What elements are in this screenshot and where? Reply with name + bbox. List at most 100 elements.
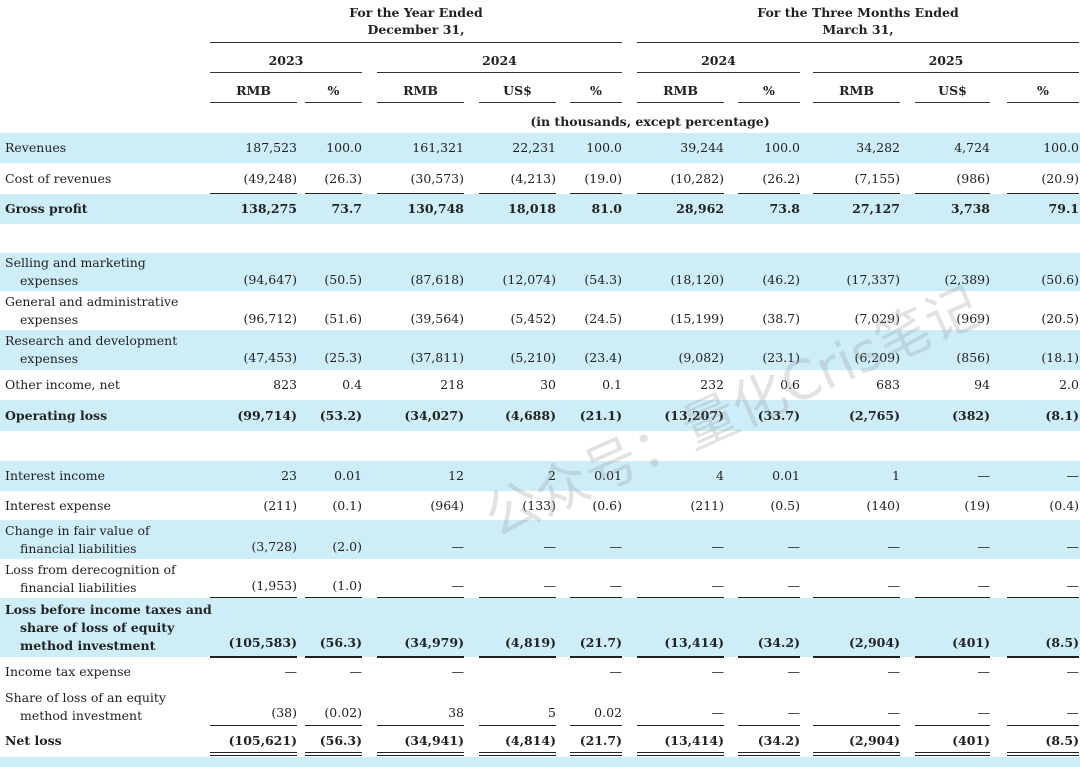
column-header: %: [327, 83, 340, 98]
value-cell: (1.0): [332, 578, 362, 593]
value-cell: —: [787, 664, 801, 679]
value-cell: 73.8: [769, 201, 800, 216]
value-underline: [305, 597, 362, 598]
value-cell: 3,738: [950, 201, 990, 216]
year-header: 2024: [482, 53, 517, 68]
value-underline: [479, 755, 556, 756]
value-cell: —: [609, 539, 623, 554]
value-cell: (37,811): [410, 350, 465, 365]
value-cell: (25.3): [324, 350, 362, 365]
value-cell: (26.2): [762, 170, 800, 186]
year-rule: [637, 72, 800, 73]
row-label: Loss before income taxes and share of los…: [5, 601, 212, 653]
value-cell: 23: [281, 468, 297, 483]
value-underline: [479, 597, 556, 598]
value-cell: (30,573): [410, 170, 465, 186]
value-underline: [570, 656, 622, 657]
value-cell: (34.2): [757, 733, 800, 748]
value-cell: 0.01: [594, 468, 622, 483]
value-cell: —: [787, 539, 801, 554]
value-cell: (23.1): [762, 350, 800, 365]
value-cell: 81.0: [591, 201, 622, 216]
row-label: Interest expense: [5, 497, 111, 513]
value-cell: (38.7): [762, 311, 800, 326]
value-underline: [210, 597, 297, 598]
column-rule: [813, 102, 900, 103]
value-cell: 130,748: [407, 201, 464, 216]
value-cell: 0.01: [772, 468, 800, 483]
value-cell: (8.1): [1045, 407, 1079, 423]
value-underline: [570, 597, 622, 598]
value-cell: —: [1066, 705, 1080, 720]
units-note: (in thousands, except percentage): [530, 114, 770, 129]
value-cell: —: [887, 539, 901, 554]
value-cell: (211): [690, 497, 724, 513]
column-header: US$: [503, 83, 532, 98]
value-cell: (34,941): [404, 733, 464, 748]
year-header: 2024: [701, 53, 736, 68]
value-cell: (140): [866, 497, 900, 513]
value-cell: (0.6): [592, 497, 622, 513]
value-cell: (401): [952, 733, 990, 748]
value-cell: 232: [700, 377, 724, 392]
column-rule: [738, 102, 800, 103]
value-cell: 0.4: [342, 377, 362, 392]
value-cell: (4,819): [505, 635, 556, 650]
value-cell: 218: [440, 377, 464, 392]
value-cell: —: [711, 664, 725, 679]
value-cell: (53.2): [319, 407, 362, 423]
value-underline: [915, 193, 990, 194]
value-cell: (0.5): [770, 497, 800, 513]
value-underline: [915, 656, 990, 657]
value-cell: (8.5): [1045, 635, 1079, 650]
value-cell: —: [977, 539, 991, 554]
value-cell: —: [977, 578, 991, 593]
value-underline: [813, 657, 900, 658]
value-cell: 34,282: [856, 140, 900, 155]
value-cell: 0.02: [594, 705, 622, 720]
value-underline: [637, 657, 724, 658]
value-underline: [637, 755, 724, 756]
column-header: RMB: [663, 83, 698, 98]
value-underline: [377, 597, 464, 598]
value-cell: (34.2): [757, 635, 800, 650]
value-cell: 0.1: [602, 377, 622, 392]
value-cell: (19.0): [584, 170, 622, 186]
row-label: Change in fair value of financial liabili…: [5, 522, 150, 556]
value-cell: (38): [271, 705, 297, 720]
column-header: %: [590, 83, 602, 98]
value-underline: [377, 193, 464, 194]
row-label: Net loss: [5, 733, 62, 748]
value-underline: [1007, 657, 1079, 658]
value-cell: —: [711, 539, 725, 554]
value-cell: (5,452): [510, 311, 556, 326]
period-rule: [637, 42, 1079, 43]
value-cell: (18.1): [1041, 350, 1079, 365]
value-cell: —: [711, 705, 725, 720]
value-underline: [305, 755, 362, 756]
value-underline: [570, 752, 622, 753]
value-cell: 38: [448, 705, 464, 720]
value-cell: (0.02): [324, 705, 362, 720]
value-cell: (211): [263, 497, 297, 513]
column-rule: [915, 102, 990, 103]
value-underline: [305, 656, 362, 657]
row-label: Selling and marketing expenses: [5, 255, 146, 288]
row-label: Interest income: [5, 468, 106, 483]
value-cell: (964): [430, 497, 464, 513]
value-cell: 5: [548, 705, 556, 720]
value-cell: —: [787, 705, 801, 720]
table-row: [0, 520, 1080, 559]
table-row: [0, 400, 1080, 431]
value-cell: (4,688): [505, 407, 556, 423]
value-cell: (50.6): [1041, 272, 1079, 287]
value-cell: (94,647): [243, 272, 298, 287]
row-label: Income tax expense: [5, 664, 131, 679]
value-underline: [813, 752, 900, 753]
value-underline: [210, 193, 297, 194]
value-cell: (13,207): [664, 407, 724, 423]
value-underline: [813, 193, 900, 194]
value-underline: [1007, 755, 1079, 756]
value-cell: (2,765): [849, 407, 900, 423]
value-cell: (8.5): [1045, 733, 1079, 748]
